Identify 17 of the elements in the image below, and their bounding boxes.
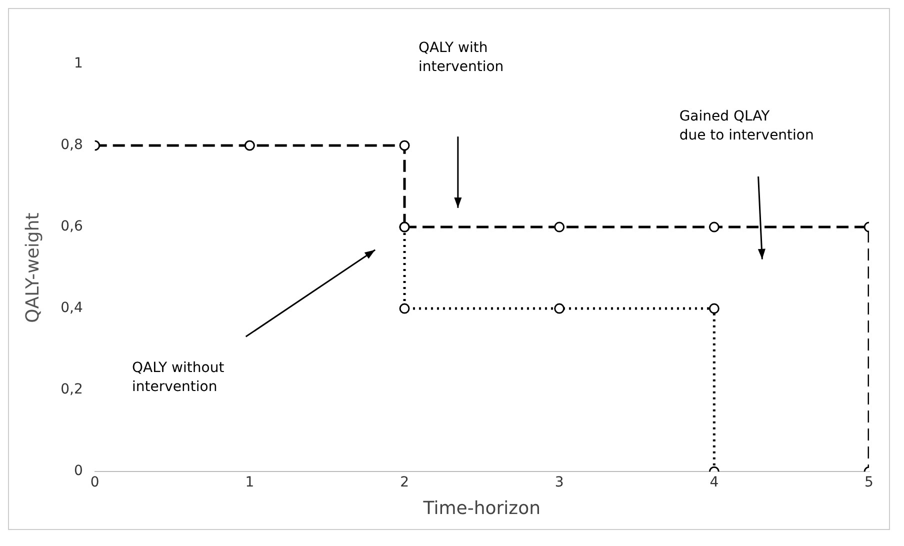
y-tick-label: 0,4 [60,300,83,316]
y-tick-label: 0,6 [60,218,83,235]
x-tick-label: 5 [864,474,874,491]
y-tick-label: 1 [74,56,83,72]
annotation: Gained QLAY due to intervention [679,108,814,144]
annotation: QALY without intervention [132,360,225,395]
x-tick-label: 1 [245,474,254,491]
x-tick-label: 3 [554,474,564,491]
x-tick-label: 4 [710,474,719,491]
annotation: QALY with intervention [418,40,504,76]
y-tick-label: 0,2 [60,382,83,398]
y-tick-label: 0 [74,463,83,480]
x-axis-title: Time-horizon [422,498,541,519]
x-tick-label: 0 [90,474,100,491]
x-tick-label: 2 [400,474,409,491]
y-tick-label: 0,8 [60,137,83,154]
y-axis-title: QALY-weight [22,212,44,323]
